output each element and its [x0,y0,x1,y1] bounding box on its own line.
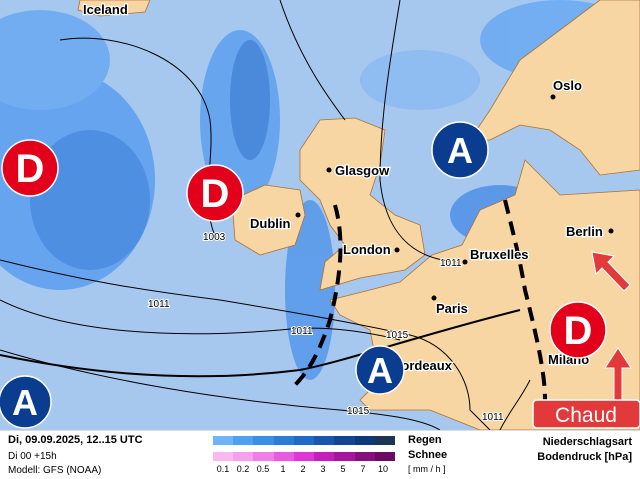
legend-snow-label: Schnee [408,449,448,461]
city-paris: Paris [436,301,468,316]
city-berlin: Berlin [566,224,603,239]
snow-scale-swatch [314,452,335,461]
city-glasgow: Glasgow [335,163,390,178]
scale-tick: 3 [320,464,326,474]
low-pressure-center: D [1,139,59,197]
isobar-label: 1003 [203,232,226,243]
scale-tick: 0.1 [216,464,230,474]
unit-label: [ mm / h ] [408,464,446,474]
high-pressure-center: A [355,345,405,395]
weather-map: 1003 1011 1011 1015 1011 1015 1011 Icela… [0,0,640,430]
low-pressure-center: D [186,164,244,222]
city-dublin: Dublin [250,216,290,231]
city-london: London [343,242,391,257]
land [77,0,640,430]
legend-title-precip-type: Niederschlagsart [542,436,632,448]
svg-text:A: A [12,382,38,423]
cold-front-east [503,199,547,401]
model-name: Modell: GFS (NOAA) [8,465,102,476]
forecast-datetime: Di, 09.09.2025, 12..15 UTC [8,434,143,446]
rain-scale-swatch [253,436,274,445]
isobar-label: 1011 [440,258,462,269]
city-oslo: Oslo [553,78,582,93]
svg-text:A: A [447,130,473,171]
rain-scale-swatch [293,436,315,445]
svg-text:Chaud: Chaud [555,404,617,427]
rain-scale-swatch [374,436,395,445]
snow-scale-swatch [334,452,355,461]
svg-text:A: A [367,350,393,391]
scale-ticks: 0.1 0.2 0.5 1 2 3 5 7 10 [213,464,403,474]
legend-title-pressure: Bodendruck [hPa] [537,451,632,463]
snow-scale-swatch [233,452,254,461]
scale-tick: 2 [300,464,306,474]
snow-scale-swatch [374,452,395,461]
isobar-label: 1015 [347,406,370,417]
snow-scale-swatch [354,452,375,461]
snow-scale-swatch [293,452,315,461]
snow-scale-swatch [253,452,274,461]
isobar-label: 1011 [291,326,313,337]
svg-text:D: D [564,309,593,353]
thick-isobar [0,309,521,378]
city-bordeaux: Bordeaux [392,358,453,373]
snow-color-scale [213,452,395,461]
city-bruxelles: Bruxelles [470,247,529,262]
isobar-label: 1011 [148,299,170,310]
isobar-label: 1011 [482,412,504,423]
scale-tick: 0.5 [256,464,270,474]
cold-front-west [293,204,343,387]
city-markers [295,94,614,301]
scale-tick: 10 [377,464,388,474]
high-pressure-center: A [0,375,52,429]
scale-tick: 7 [360,464,366,474]
high-pressure-center: A [431,121,489,179]
snow-scale-swatch [273,452,294,461]
isobar-label: 1015 [386,330,409,341]
chaud-badge: Chaud [532,399,640,429]
legend-rain-label: Regen [408,434,442,446]
svg-text:D: D [16,147,45,191]
rain-scale-swatch [314,436,335,445]
low-pressure-center: D [549,301,607,359]
label-iceland: Iceland [83,2,128,17]
rain-scale-swatch [334,436,355,445]
rain-scale-swatch [273,436,294,445]
rain-scale-swatch [233,436,254,445]
rain-color-scale [213,436,395,445]
scale-tick: 5 [340,464,346,474]
model-run: Di 00 +15h [8,451,57,462]
warm-air-arrow-icon [591,251,632,403]
scale-tick: 1 [280,464,286,474]
legend-footer: Di, 09.09.2025, 12..15 UTC Di 00 +15h Mo… [0,430,640,479]
svg-text:D: D [201,172,230,216]
snow-scale-swatch [213,452,234,461]
rain-scale-swatch [354,436,375,445]
rain-scale-swatch [213,436,234,445]
scale-tick: 0.2 [236,464,250,474]
